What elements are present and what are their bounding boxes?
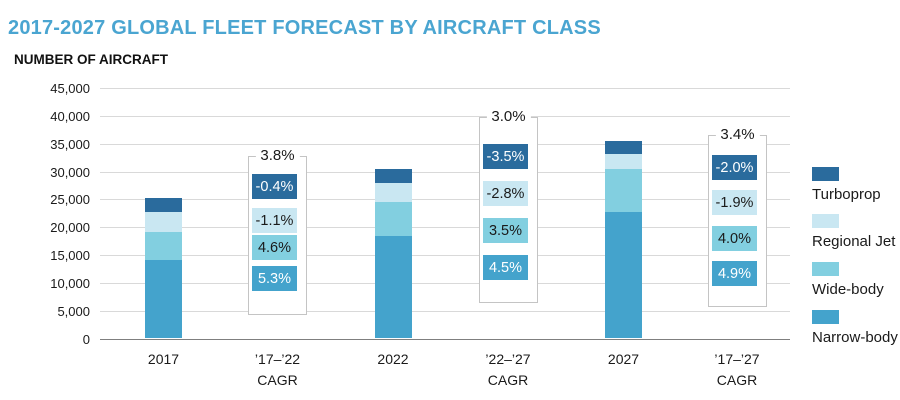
cagr-box-1: 3.0% -3.5% -2.8% 3.5% 4.5% [479,108,538,303]
cagr-box-0: 3.8% -0.4% -1.1% 4.6% 5.3% [248,147,307,315]
x-axis-label-cagr: ’22–’27 CAGR [485,351,531,388]
gridline [100,282,790,284]
y-axis-tick-label: 45,000 [50,81,90,96]
bar-segment-narrow-body-2017 [145,260,182,339]
y-axis-tick-label: 10,000 [50,275,90,291]
x-axis-label-year: 2027 [607,351,640,367]
cagr-box-2: 3.4% -2.0% -1.9% 4.0% 4.9% [708,126,767,307]
bar-segment-regional-jet-2027 [605,154,642,169]
legend-label: Regional Jet [812,233,896,250]
cagr-chip-narrow-body: 4.5% [483,255,528,280]
y-axis-title: NUMBER OF AIRCRAFT [14,52,168,67]
legend-label: Wide-body [812,281,884,298]
cagr-chip-turboprop: -0.4% [252,174,297,199]
cagr-chip-turboprop: -3.5% [483,144,528,169]
y-axis-tick-label: 30,000 [50,164,90,180]
bar-segment-turboprop-2027 [605,141,642,155]
cagr-chip-turboprop: -2.0% [712,155,757,180]
y-axis-tick-label: 0 [82,331,90,347]
gridline [100,310,790,312]
x-axis-label-year: 2022 [377,351,409,367]
legend-label: Turboprop [812,186,881,203]
gridline [100,171,790,173]
gridline [100,227,790,229]
bar-segment-turboprop-2022 [374,169,412,184]
bar-segment-wide-body-2017 [145,232,182,260]
gridline [100,255,790,256]
y-axis-tick-label: 5,000 [57,303,90,319]
bar-segment-wide-body-2022 [374,202,412,237]
cagr-chip-wide-body: 4.6% [252,235,297,260]
gridline [100,88,790,89]
legend-swatch-wide-body [812,262,839,276]
bar-segment-narrow-body-2022 [374,236,412,339]
x-axis-label-cagr: ’17–’22 CAGR [254,351,301,388]
y-axis-tick-label: 20,000 [50,220,90,236]
cagr-chip-wide-body: 4.0% [712,226,757,251]
legend-label: Narrow-body [812,329,898,346]
cagr-chip-regional-jet: -1.1% [252,208,297,233]
x-axis-label-year: 2017 [147,351,180,367]
y-axis-tick-label: 15,000 [50,248,90,263]
bar-segment-narrow-body-2027 [605,211,642,339]
cagr-total-label: 3.4% [715,126,760,143]
cagr-total-label: 3.8% [255,147,300,164]
y-axis-tick-label: 35,000 [50,136,90,152]
bar-segment-wide-body-2027 [605,168,642,212]
cagr-chip-regional-jet: -2.8% [483,181,528,206]
legend-swatch-narrow-body [812,310,839,324]
gridline [100,115,790,117]
cagr-total-label: 3.0% [486,108,531,125]
cagr-chip-narrow-body: 5.3% [252,266,297,291]
y-axis-tick-label: 25,000 [50,192,90,208]
legend-swatch-regional-jet [812,214,839,228]
bar-segment-regional-jet-2022 [374,183,412,203]
y-axis-tick-label: 40,000 [50,108,90,124]
cagr-chip-wide-body: 3.5% [483,218,528,243]
bar-segment-turboprop-2017 [145,198,182,213]
page-title: 2017-2027 GLOBAL FLEET FORECAST BY AIRCR… [8,17,601,40]
gridline [100,143,790,145]
x-axis-line [100,338,790,340]
bar-segment-regional-jet-2017 [145,212,182,233]
cagr-chip-regional-jet: -1.9% [712,190,757,215]
x-axis-label-cagr: ’17–’27 CAGR [714,351,760,388]
gridline [100,199,790,201]
cagr-chip-narrow-body: 4.9% [712,261,757,286]
legend-swatch-turboprop [812,167,839,181]
